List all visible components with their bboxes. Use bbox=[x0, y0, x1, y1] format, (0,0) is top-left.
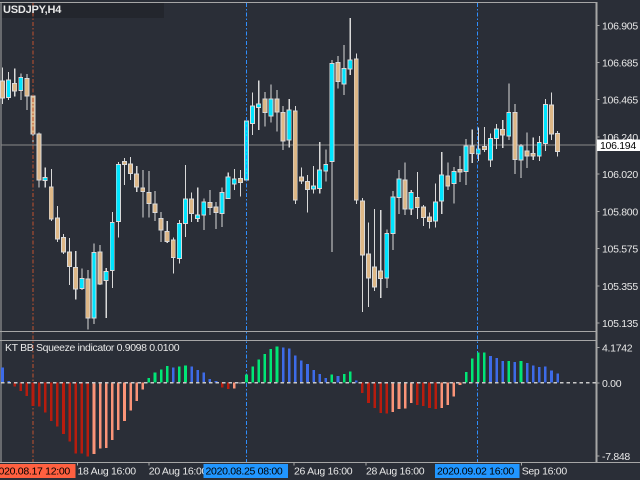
svg-text:106.020: 106.020 bbox=[602, 169, 638, 181]
svg-text:2020.09.02 16:00: 2020.09.02 16:00 bbox=[437, 466, 514, 478]
svg-text:4.1742: 4.1742 bbox=[602, 343, 633, 355]
svg-text:26 Aug 16:00: 26 Aug 16:00 bbox=[294, 466, 353, 478]
svg-text:105.355: 105.355 bbox=[602, 281, 638, 293]
svg-text:Sep 16:00: Sep 16:00 bbox=[522, 466, 568, 478]
svg-text:106.685: 106.685 bbox=[602, 58, 638, 70]
svg-text:-7.848: -7.848 bbox=[602, 451, 630, 463]
svg-text:KT BB Squeeze indicator 0.9098: KT BB Squeeze indicator 0.9098 0.0100 bbox=[5, 342, 180, 354]
svg-text:106.905: 106.905 bbox=[602, 20, 638, 32]
svg-text:105.800: 105.800 bbox=[602, 206, 638, 218]
svg-text:106.465: 106.465 bbox=[602, 95, 638, 107]
svg-text:0.00: 0.00 bbox=[602, 378, 622, 390]
svg-text:USDJPY,H4: USDJPY,H4 bbox=[3, 4, 62, 16]
svg-text:28 Aug 16:00: 28 Aug 16:00 bbox=[366, 466, 425, 478]
svg-text:106.194: 106.194 bbox=[600, 140, 636, 152]
svg-text:2020.08.25 08:00: 2020.08.25 08:00 bbox=[206, 466, 283, 478]
svg-text:105.575: 105.575 bbox=[602, 244, 638, 256]
svg-text:20 Aug 16:00: 20 Aug 16:00 bbox=[149, 466, 208, 478]
svg-text:18 Aug 16:00: 18 Aug 16:00 bbox=[78, 466, 137, 478]
svg-text:2020.08.17 12:00: 2020.08.17 12:00 bbox=[0, 466, 70, 478]
svg-text:105.135: 105.135 bbox=[602, 318, 638, 330]
